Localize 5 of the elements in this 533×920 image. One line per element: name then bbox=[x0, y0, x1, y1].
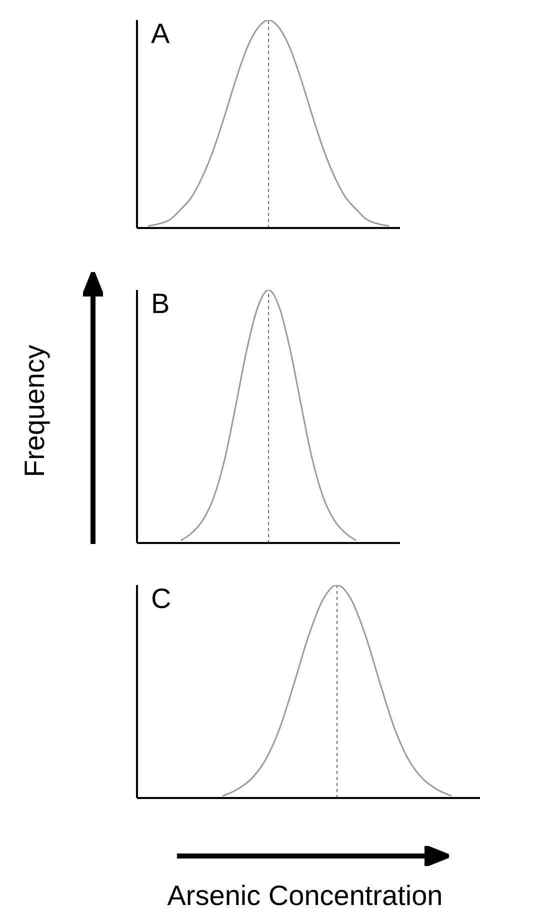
chart-title: B bbox=[151, 288, 170, 320]
chart-title: A bbox=[151, 18, 170, 50]
y-axis-title: Frequency bbox=[19, 343, 51, 479]
x-axis-title: Arsenic Concentration bbox=[166, 880, 444, 912]
chart-title: C bbox=[151, 583, 172, 615]
